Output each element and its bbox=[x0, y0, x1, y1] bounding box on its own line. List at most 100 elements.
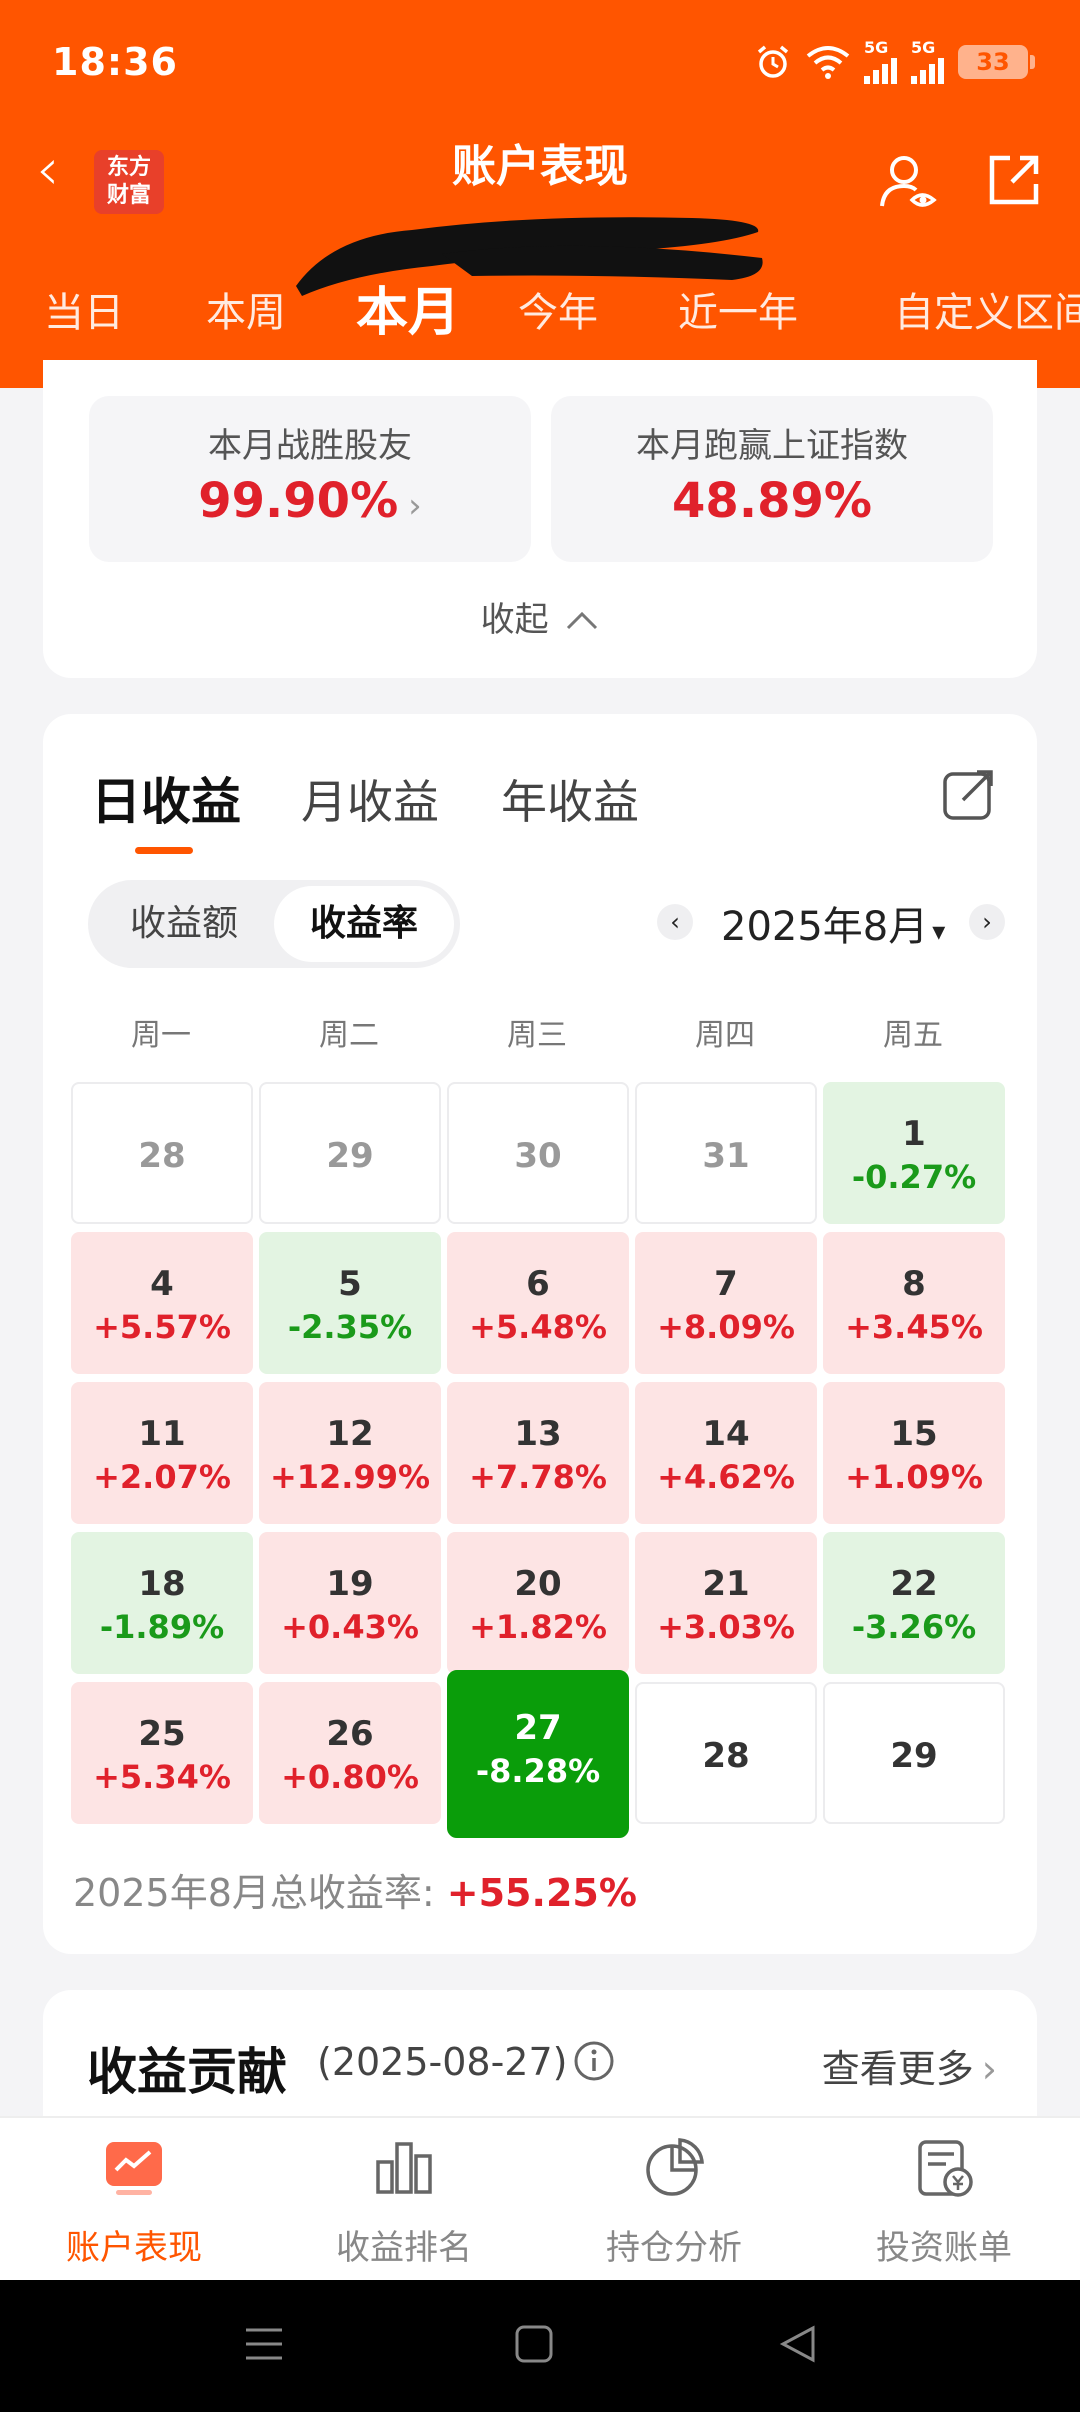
calendar-day-cell: 31 bbox=[635, 1082, 817, 1224]
tab-monthly-earnings[interactable]: 月收益 bbox=[301, 775, 439, 829]
next-month-button[interactable]: › bbox=[969, 904, 1005, 940]
calendar-day-cell[interactable]: 4 +5.57% bbox=[71, 1232, 253, 1374]
calendar-day-cell[interactable]: 6 +5.48% bbox=[447, 1232, 629, 1374]
calendar-day-number: 28 bbox=[702, 1736, 750, 1776]
pie-chart-icon bbox=[646, 2138, 704, 2196]
beat-index-value: 48.89% bbox=[672, 473, 872, 529]
view-more-link[interactable]: 查看更多 › bbox=[821, 2047, 997, 2091]
calendar-day-return: +5.57% bbox=[93, 1308, 231, 1346]
calendar-day-number: 14 bbox=[702, 1414, 750, 1454]
calendar-day-return: +1.09% bbox=[845, 1458, 983, 1496]
tab-this-week[interactable]: 本周 bbox=[206, 290, 286, 336]
bottom-nav-earnings-ranking[interactable]: 收益排名 bbox=[304, 2136, 504, 2269]
toggle-rate[interactable]: 收益率 bbox=[274, 886, 454, 962]
calendar-day-return: -8.28% bbox=[475, 1752, 601, 1790]
calendar-day-return: +5.34% bbox=[93, 1758, 231, 1796]
calendar-day-cell[interactable]: 12 +12.99% bbox=[259, 1382, 441, 1524]
calendar-day-return: +5.48% bbox=[469, 1308, 607, 1346]
user-eye-icon[interactable] bbox=[876, 150, 940, 214]
calendar-day-cell[interactable]: 8 +3.45% bbox=[823, 1232, 1005, 1374]
menu-icon[interactable] bbox=[244, 2324, 284, 2364]
calendar-day-cell[interactable]: 26 +0.80% bbox=[259, 1682, 441, 1824]
calendar-day-number: 26 bbox=[326, 1714, 374, 1754]
calendar-day-return: +1.82% bbox=[469, 1608, 607, 1646]
calendar-day-cell[interactable]: 22 -3.26% bbox=[823, 1532, 1005, 1674]
period-tabs: 当日 本周 本月 今年 近一年 自定义区间 bbox=[0, 270, 1080, 369]
calendar-grid: 28 29 30 31 1 -0.27% 4 +5.57% 5 -2.35% 6 +5.48% 7 +8.… bbox=[71, 1082, 1011, 1838]
chevron-right-icon: › bbox=[981, 2047, 997, 2091]
calendar-day-return: -3.26% bbox=[851, 1608, 977, 1646]
calendar-day-number: 29 bbox=[890, 1736, 938, 1776]
brand-logo: 东方 财富 bbox=[94, 150, 164, 214]
tab-custom-range[interactable]: 自定义区间 bbox=[894, 290, 1080, 336]
calendar-day-cell[interactable]: 20 +1.82% bbox=[447, 1532, 629, 1674]
calendar-day-return: +12.99% bbox=[269, 1458, 431, 1496]
calendar-day-return: +8.09% bbox=[657, 1308, 795, 1346]
bottom-nav-account-performance[interactable]: 账户表现 bbox=[34, 2136, 234, 2269]
calendar-day-return: +3.45% bbox=[845, 1308, 983, 1346]
info-icon[interactable] bbox=[573, 2040, 615, 2082]
chevron-up-icon bbox=[567, 611, 598, 630]
calendar-day-number: 13 bbox=[514, 1414, 562, 1454]
calendar-day-number: 1 bbox=[902, 1114, 926, 1154]
tab-this-month[interactable]: 本月 bbox=[356, 270, 460, 369]
tab-today[interactable]: 当日 bbox=[44, 290, 124, 336]
month-dropdown[interactable]: 2025年8月 ▾ bbox=[721, 904, 946, 950]
weekday-label: 周三 bbox=[507, 1018, 567, 1053]
calendar-day-cell[interactable]: 25 +5.34% bbox=[71, 1682, 253, 1824]
monthly-total-value: +55.25% bbox=[446, 1871, 637, 1915]
calendar-day-return: +4.62% bbox=[657, 1458, 795, 1496]
share-icon[interactable] bbox=[984, 150, 1044, 210]
calendar-day-cell[interactable]: 5 -2.35% bbox=[259, 1232, 441, 1374]
calendar-day-cell[interactable]: 21 +3.03% bbox=[635, 1532, 817, 1674]
system-nav-bar bbox=[0, 2280, 1080, 2412]
toggle-amount[interactable]: 收益额 bbox=[129, 903, 238, 944]
status-time: 18:36 bbox=[52, 40, 178, 84]
tab-this-year[interactable]: 今年 bbox=[518, 290, 598, 336]
share-icon[interactable] bbox=[941, 766, 997, 822]
collapse-button[interactable]: 收起 bbox=[43, 592, 1037, 641]
calendar-day-cell: 29 bbox=[259, 1082, 441, 1224]
contribution-title: 收益贡献 bbox=[87, 2043, 287, 2101]
calendar-day-cell[interactable]: 27 -8.28% bbox=[447, 1670, 629, 1838]
calendar-day-cell: 28 bbox=[635, 1682, 817, 1824]
calendar-day-return: +3.03% bbox=[657, 1608, 795, 1646]
beat-index-label: 本月跑赢上证指数 bbox=[636, 426, 908, 466]
calendar-day-return: +2.07% bbox=[93, 1458, 231, 1496]
calendar-day-cell[interactable]: 15 +1.09% bbox=[823, 1382, 1005, 1524]
calendar-day-cell[interactable]: 11 +2.07% bbox=[71, 1382, 253, 1524]
net-type-2: 5G bbox=[911, 38, 936, 57]
calendar-day-cell[interactable]: 19 +0.43% bbox=[259, 1532, 441, 1674]
tab-daily-earnings[interactable]: 日收益 bbox=[91, 762, 241, 854]
monthly-total-label: 2025年8月总收益率: bbox=[73, 1871, 447, 1915]
prev-month-button[interactable]: ‹ bbox=[657, 904, 693, 940]
earnings-card: 日收益 月收益 年收益 收益额 收益率 ‹ 2025年8月 ▾ › 周一 周二 周… bbox=[43, 714, 1037, 1954]
bottom-nav-label: 收益排名 bbox=[336, 2228, 472, 2268]
calendar-day-cell[interactable]: 18 -1.89% bbox=[71, 1532, 253, 1674]
calendar-day-cell: 30 bbox=[447, 1082, 629, 1224]
calendar-day-cell[interactable]: 13 +7.78% bbox=[447, 1382, 629, 1524]
calendar-day-number: 30 bbox=[514, 1136, 562, 1176]
calendar-day-cell[interactable]: 14 +4.62% bbox=[635, 1382, 817, 1524]
collapse-label: 收起 bbox=[480, 600, 549, 640]
tab-last-year[interactable]: 近一年 bbox=[678, 290, 798, 336]
calendar-day-cell: 29 bbox=[823, 1682, 1005, 1824]
bottom-nav-investment-bill[interactable]: 投资账单 bbox=[844, 2136, 1044, 2269]
bottom-nav: 账户表现 收益排名 持仓分析 投资账单 bbox=[0, 2116, 1080, 2280]
calendar-day-return: -2.35% bbox=[287, 1308, 413, 1346]
back-nav-icon[interactable] bbox=[778, 2324, 818, 2364]
calendar-day-number: 6 bbox=[526, 1264, 550, 1304]
home-icon[interactable] bbox=[514, 2324, 554, 2364]
weekday-label: 周二 bbox=[319, 1018, 379, 1053]
back-icon[interactable]: ‹ bbox=[36, 135, 60, 203]
signal-icon: 5G bbox=[911, 40, 944, 84]
bottom-nav-label: 账户表现 bbox=[66, 2228, 202, 2268]
metric-toggle: 收益额 收益率 bbox=[88, 880, 460, 968]
tab-yearly-earnings[interactable]: 年收益 bbox=[501, 775, 639, 829]
calendar-day-number: 27 bbox=[514, 1708, 562, 1748]
bottom-nav-holdings-analysis[interactable]: 持仓分析 bbox=[574, 2136, 774, 2269]
chart-card-icon bbox=[106, 2142, 162, 2195]
beat-friends-stat[interactable]: 本月战胜股友 99.90% › bbox=[89, 396, 531, 562]
calendar-day-cell[interactable]: 1 -0.27% bbox=[823, 1082, 1005, 1224]
calendar-day-cell[interactable]: 7 +8.09% bbox=[635, 1232, 817, 1374]
